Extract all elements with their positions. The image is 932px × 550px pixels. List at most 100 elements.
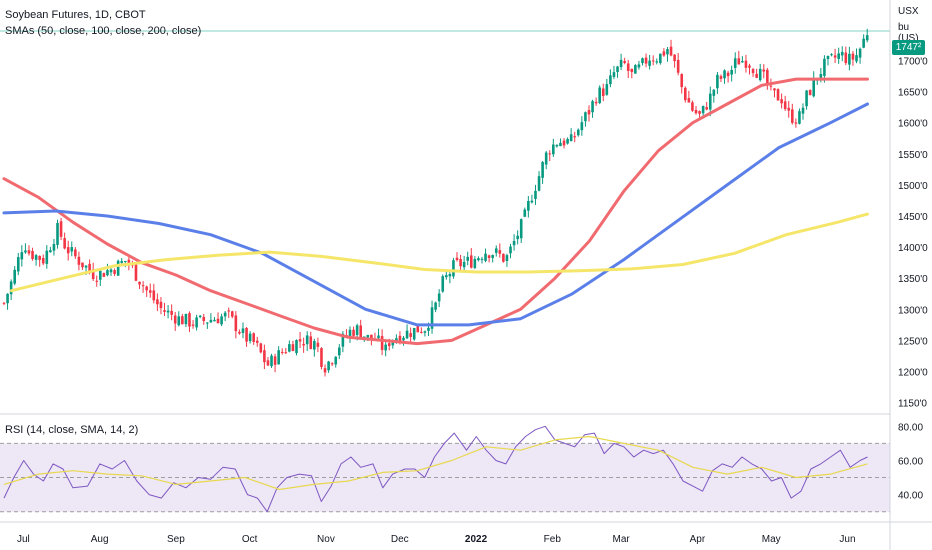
candle-up: [405, 330, 409, 339]
candle-up: [598, 87, 601, 103]
candle-up: [848, 53, 851, 65]
candle-up: [801, 107, 805, 114]
candle-down: [230, 311, 234, 317]
candle-up: [223, 312, 227, 317]
candle-up: [837, 53, 840, 59]
candle-up: [384, 344, 387, 351]
candle-up: [427, 327, 430, 331]
candle-up: [819, 73, 823, 79]
price-tick-label: 1650'0: [898, 88, 928, 99]
candle-up: [166, 310, 170, 313]
candle-down: [238, 331, 241, 334]
candle-up: [402, 337, 405, 341]
candle-down: [330, 363, 334, 365]
candle-up: [858, 48, 862, 58]
candle-down: [31, 251, 34, 260]
candle-down: [748, 65, 751, 68]
candle-up: [355, 325, 359, 335]
candle-down: [91, 269, 95, 280]
candle-down: [63, 238, 66, 249]
candle-up: [823, 58, 826, 76]
time-tick-label: Feb: [544, 534, 562, 545]
candle-down: [587, 110, 591, 115]
candle-down: [59, 221, 63, 237]
candle-down: [159, 301, 163, 309]
unit-currency: USX: [898, 6, 919, 17]
candle-up: [241, 328, 245, 333]
candle-up: [466, 256, 470, 261]
candle-down: [152, 290, 156, 301]
price-tick-label: 1600'0: [898, 119, 928, 130]
candle-up: [591, 101, 594, 113]
candle-up: [730, 69, 733, 75]
candle-up: [206, 322, 209, 324]
candle-down: [744, 60, 748, 68]
candle-up: [327, 361, 330, 371]
candle-down: [216, 318, 220, 324]
candle-down: [170, 310, 173, 315]
candle-up: [56, 222, 59, 245]
candle-up: [366, 334, 370, 338]
candles: [2, 28, 869, 377]
candle-up: [348, 329, 352, 337]
price-tick-label: 1450'0: [898, 212, 928, 223]
last-price-tag: 1747²: [892, 40, 925, 55]
candle-down: [669, 46, 673, 56]
candle-up: [116, 260, 120, 276]
candle-down: [134, 263, 138, 281]
price-tick-label: 1400'0: [898, 243, 928, 254]
candle-down: [27, 250, 31, 254]
sma-200-line: [9, 212, 869, 293]
candle-up: [541, 162, 544, 178]
candle-down: [273, 356, 277, 365]
price-tick-label: 1550'0: [898, 150, 928, 161]
candle-down: [284, 352, 288, 354]
candle-down: [680, 74, 684, 88]
candle-down: [2, 302, 6, 304]
candle-up: [106, 270, 109, 276]
candle-up: [34, 255, 38, 260]
candle-up: [716, 74, 719, 89]
time-tick-label: May: [762, 534, 781, 545]
candle-down: [751, 69, 755, 74]
candle-up: [109, 269, 113, 273]
candle-down: [459, 259, 462, 267]
candle-up: [741, 61, 744, 63]
candle-up: [576, 129, 580, 136]
candle-up: [708, 93, 712, 110]
candle-up: [612, 72, 616, 77]
candle-up: [423, 331, 427, 333]
sma-lines: [2, 77, 869, 346]
price-tick-label: 1700'0: [898, 56, 928, 67]
candle-down: [644, 57, 648, 64]
candle-up: [840, 51, 844, 56]
candle-down: [163, 310, 166, 312]
candle-down: [594, 101, 598, 104]
candle-up: [337, 347, 341, 356]
time-tick-label: Jun: [839, 534, 855, 545]
unit-measure: bu (US): [898, 22, 919, 44]
candle-down: [769, 85, 773, 87]
candle-up: [20, 252, 24, 260]
candle-down: [548, 153, 552, 155]
candle-down: [323, 368, 327, 373]
candle-up: [484, 253, 487, 261]
rsi-tick-label: 80.00: [898, 422, 923, 433]
candle-down: [127, 259, 131, 264]
candle-down: [726, 72, 730, 77]
candle-up: [509, 246, 512, 254]
candle-down: [676, 59, 680, 73]
price-tick-label: 1300'0: [898, 305, 928, 316]
candle-down: [41, 257, 45, 264]
candle-up: [634, 65, 637, 74]
candle-up: [52, 244, 56, 251]
time-tick-label: Nov: [317, 534, 335, 545]
candle-down: [455, 257, 459, 261]
candle-down: [420, 331, 423, 333]
candle-down: [833, 55, 837, 58]
candle-up: [313, 340, 316, 350]
candle-down: [787, 107, 791, 111]
candle-down: [66, 247, 70, 254]
candle-up: [334, 356, 338, 365]
candle-up: [619, 59, 623, 68]
